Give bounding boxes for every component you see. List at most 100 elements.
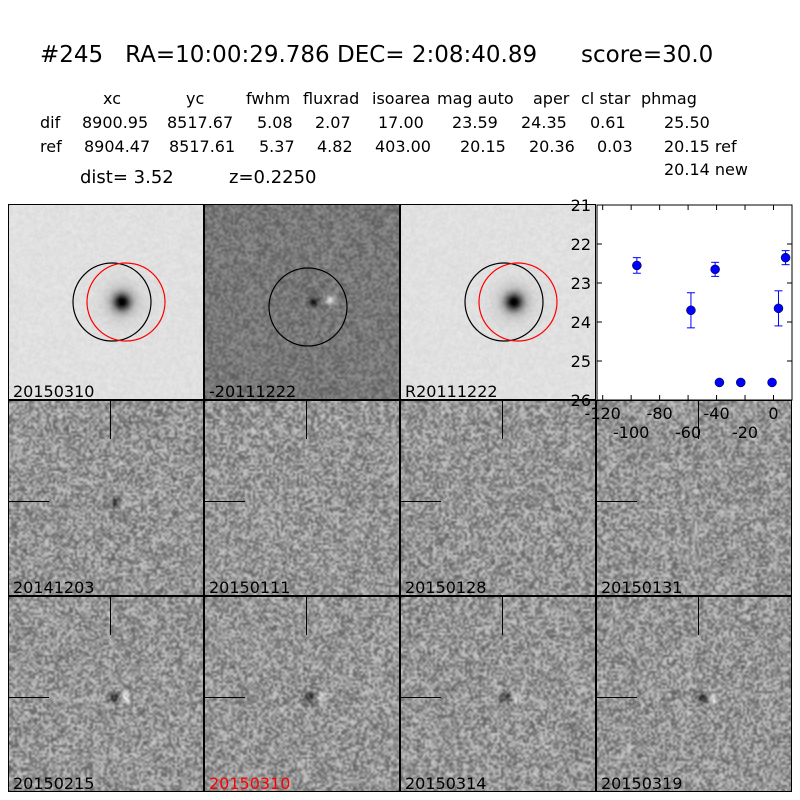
crosshair-vertical <box>698 401 699 439</box>
x-tick-label: -80 <box>647 404 673 423</box>
astronomical-image <box>401 597 595 791</box>
image-panel: 20150215 <box>8 596 204 792</box>
table-cell: 24.35 <box>521 113 567 132</box>
x-tick-label: -60 <box>675 423 701 442</box>
panel-date-label: 20150319 <box>601 774 683 792</box>
data-point <box>714 377 725 388</box>
astronomical-image <box>401 205 595 399</box>
column-header: fluxrad <box>303 89 360 108</box>
crosshair-vertical <box>502 597 503 635</box>
crosshair-horizontal <box>597 501 637 502</box>
astronomical-image <box>9 205 203 399</box>
data-point <box>767 377 777 388</box>
crosshair-horizontal <box>597 697 637 698</box>
table-cell: 5.37 <box>259 137 295 156</box>
astronomical-image <box>205 401 399 595</box>
image-panel: 20150319 <box>596 596 792 792</box>
redshift: z=0.2250 <box>229 167 317 188</box>
image-panel: 20150310 <box>204 596 400 792</box>
table-cell: 8900.95 <box>82 113 149 132</box>
table-cell: 5.08 <box>257 113 293 132</box>
column-header: isoarea <box>372 89 431 108</box>
data-point <box>773 303 784 314</box>
panel-date-label: 20150215 <box>13 774 95 792</box>
panel-date-label: 20150310 <box>209 774 291 792</box>
data-point <box>780 252 791 263</box>
panel-date-label: 20150128 <box>405 578 487 596</box>
crosshair-vertical <box>698 597 699 635</box>
table-cell: 17.00 <box>378 113 424 132</box>
data-point <box>632 260 642 271</box>
crosshair-horizontal <box>401 697 441 698</box>
plot-frame <box>596 204 793 401</box>
dec: DEC= 2:08:40.89 <box>337 42 538 68</box>
table-cell: 23.59 <box>452 113 498 132</box>
column-header: aper <box>533 89 570 108</box>
crosshair-vertical <box>110 401 111 439</box>
page-title: #245 RA=10:00:29.786 DEC= 2:08:40.89 sco… <box>40 42 713 68</box>
data-point <box>686 305 696 316</box>
crosshair-horizontal <box>205 501 245 502</box>
image-panel: -20111222 <box>204 204 400 400</box>
image-panel: 20150128 <box>400 400 596 596</box>
astronomical-image <box>205 597 399 791</box>
table-cell: 2.07 <box>315 113 351 132</box>
image-panel: R20111222 <box>400 204 596 400</box>
x-tick-label: -120 <box>585 404 621 423</box>
row-label: dif <box>40 113 61 132</box>
crosshair-horizontal <box>9 697 49 698</box>
image-panel: 20141203 <box>8 400 204 596</box>
crosshair-horizontal <box>9 501 49 502</box>
x-tick-label: -40 <box>703 404 729 423</box>
table-cell: 20.15 <box>460 137 506 156</box>
y-tick-label: 25 <box>571 352 591 371</box>
crosshair-vertical <box>306 597 307 635</box>
phmag-new: 20.14 new <box>664 160 748 179</box>
score: score=30.0 <box>581 42 714 68</box>
y-tick-label: 24 <box>571 313 591 332</box>
red-aperture-circle <box>86 262 166 342</box>
column-header: mag auto <box>437 89 514 108</box>
astronomical-image <box>9 401 203 595</box>
crosshair-horizontal <box>401 501 441 502</box>
column-header: fwhm <box>246 89 291 108</box>
astronomical-image <box>205 205 399 399</box>
image-panel: 20150111 <box>204 400 400 596</box>
data-point <box>710 264 720 275</box>
x-tick-label: 0 <box>768 404 778 423</box>
crosshair-vertical <box>502 401 503 439</box>
black-aperture-circle <box>72 262 152 342</box>
table-cell: 8517.61 <box>169 137 236 156</box>
astronomical-image <box>401 401 595 595</box>
ra: RA=10:00:29.786 <box>125 42 330 68</box>
table-cell: 0.03 <box>597 137 633 156</box>
data-point <box>736 377 746 388</box>
x-tick-label: -100 <box>613 423 649 442</box>
panel-date-label: 20150314 <box>405 774 487 792</box>
panel-date-label: R20111222 <box>405 382 498 400</box>
light-curve-plot: 21 22 23 24 25 26-120-100-80-60-40-20 0 <box>571 196 793 442</box>
panel-date-label: 20150111 <box>209 578 291 596</box>
astronomical-image <box>9 597 203 791</box>
column-header: xc <box>103 89 121 108</box>
candidate-id: #245 <box>40 42 104 68</box>
panel-date-label: 20141203 <box>13 578 95 596</box>
table-cell: 20.36 <box>529 137 575 156</box>
image-panel: 20150131 <box>596 400 792 596</box>
y-tick-label: 23 <box>571 274 591 293</box>
y-tick-label: 26 <box>571 391 591 410</box>
crosshair-horizontal <box>205 697 245 698</box>
red-aperture-circle <box>478 262 558 342</box>
table-cell: 403.00 <box>375 137 431 156</box>
x-tick-label: -20 <box>732 423 758 442</box>
table-cell: 0.61 <box>590 113 626 132</box>
table-cell: 8904.47 <box>84 137 151 156</box>
y-tick-label: 22 <box>571 235 591 254</box>
black-aperture-circle <box>464 262 544 342</box>
astronomical-image <box>597 597 791 791</box>
y-tick-label: 21 <box>571 196 591 215</box>
column-header: cl star <box>581 89 631 108</box>
table-cell: 25.50 <box>664 113 710 132</box>
panel-date-label: -20111222 <box>209 382 297 400</box>
panel-date-label: 20150131 <box>601 578 683 596</box>
